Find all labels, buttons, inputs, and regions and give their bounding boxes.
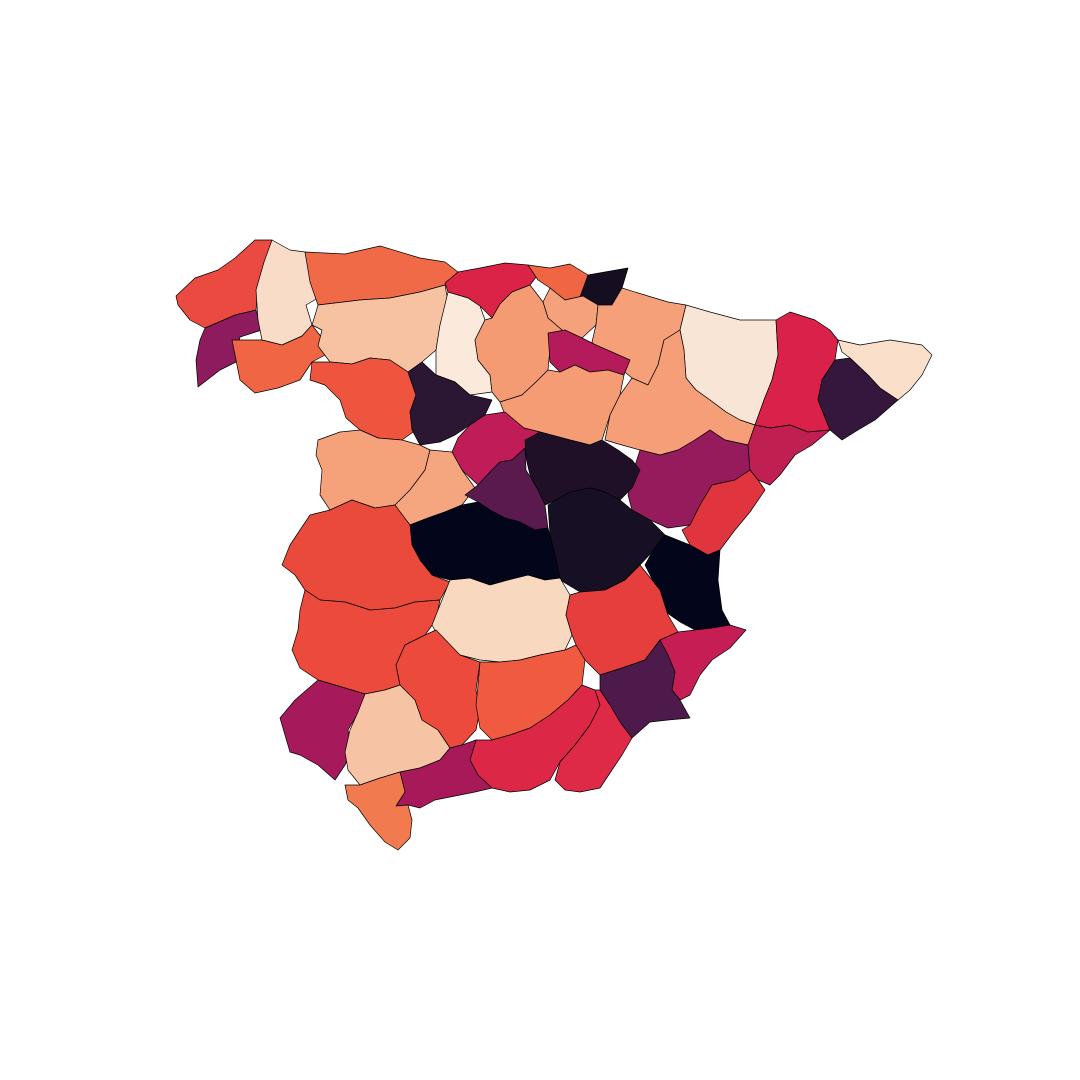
province-zamora bbox=[309, 357, 417, 441]
province-castellon bbox=[681, 469, 766, 556]
province-barcelona bbox=[817, 357, 899, 441]
province-cordoba bbox=[395, 629, 481, 749]
province-cadiz bbox=[344, 771, 413, 851]
province-almeria bbox=[554, 689, 633, 793]
province-toledo bbox=[409, 501, 561, 586]
province-tarragona bbox=[747, 424, 831, 486]
province-alicante bbox=[659, 624, 747, 701]
